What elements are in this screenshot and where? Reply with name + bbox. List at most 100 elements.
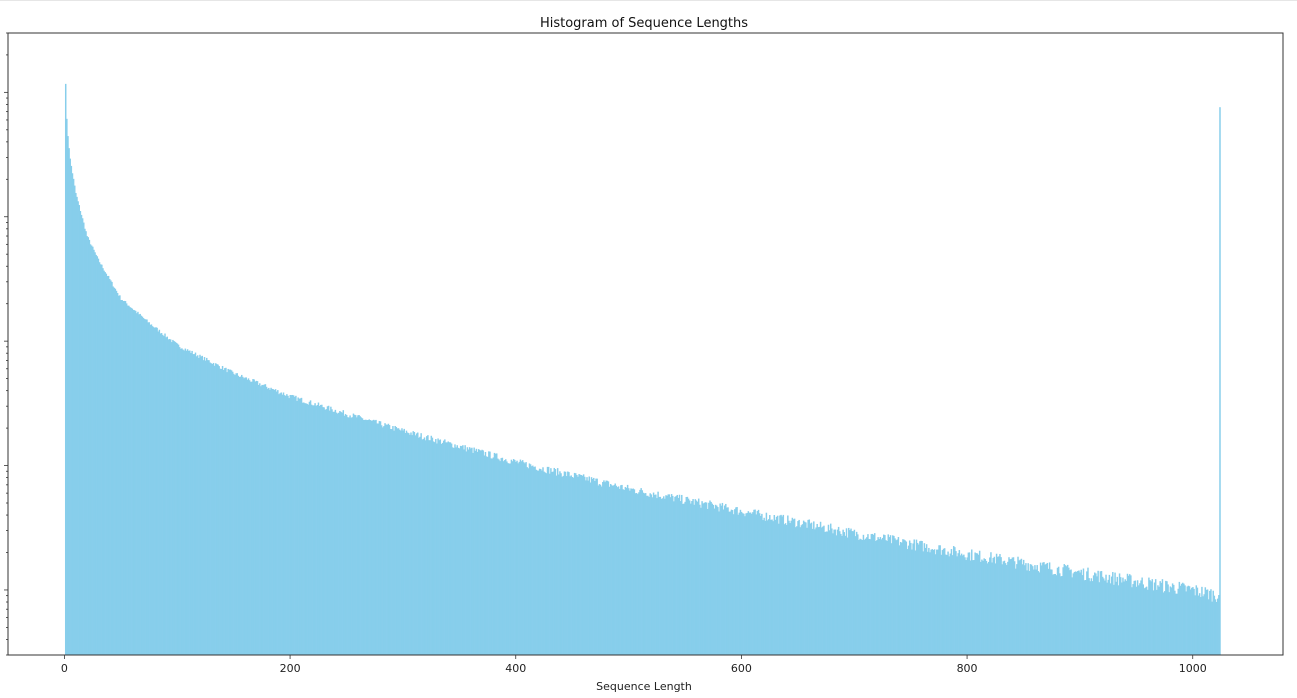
histogram-bar bbox=[870, 534, 873, 655]
histogram-bar bbox=[814, 529, 816, 655]
histogram-bar bbox=[1165, 580, 1167, 655]
histogram-bar bbox=[110, 280, 112, 655]
histogram-bar bbox=[1122, 577, 1124, 655]
histogram-bar bbox=[805, 522, 807, 655]
histogram-bar bbox=[217, 364, 219, 655]
histogram-bar bbox=[582, 474, 585, 655]
histogram-bar bbox=[745, 513, 747, 655]
histogram-bar bbox=[559, 471, 561, 655]
histogram-bar bbox=[356, 417, 358, 655]
histogram-bar bbox=[1028, 570, 1031, 655]
histogram-bar bbox=[472, 452, 474, 655]
histogram-bar bbox=[85, 231, 87, 655]
histogram-bar bbox=[718, 511, 720, 655]
histogram-bar bbox=[807, 519, 809, 655]
histogram-bar bbox=[371, 420, 374, 655]
histogram-bar bbox=[660, 498, 663, 655]
histogram-bar bbox=[704, 502, 707, 655]
histogram-bar bbox=[943, 548, 946, 655]
histogram-bar bbox=[67, 136, 69, 655]
histogram-bar bbox=[488, 451, 490, 655]
histogram-bar bbox=[507, 463, 509, 655]
histogram-bar bbox=[1180, 583, 1183, 655]
histogram-bar bbox=[1212, 590, 1214, 655]
histogram-bar bbox=[597, 485, 600, 655]
histogram-bar bbox=[684, 501, 686, 655]
histogram-bar bbox=[948, 556, 950, 655]
histogram-bar bbox=[424, 440, 427, 655]
histogram-bar bbox=[1048, 562, 1051, 655]
histogram-bar bbox=[230, 370, 233, 655]
histogram-bar bbox=[493, 452, 496, 655]
histogram-bar bbox=[602, 481, 604, 655]
histogram-bar bbox=[227, 368, 229, 655]
histogram-bar bbox=[118, 295, 120, 655]
histogram-bar bbox=[571, 477, 574, 655]
histogram-bar bbox=[1087, 567, 1089, 655]
top-divider bbox=[0, 0, 1297, 1]
histogram-bar bbox=[362, 419, 365, 655]
histogram-bar bbox=[241, 374, 243, 655]
histogram-bar bbox=[297, 397, 299, 655]
histogram-bar bbox=[848, 527, 850, 655]
histogram-bar bbox=[939, 545, 941, 655]
histogram-bar bbox=[535, 469, 537, 655]
histogram-bar bbox=[713, 508, 716, 655]
histogram-bar bbox=[263, 384, 266, 655]
histogram-bar bbox=[275, 391, 278, 655]
histogram-bar bbox=[76, 196, 78, 655]
histogram-bar bbox=[105, 273, 108, 655]
histogram-bar bbox=[206, 357, 208, 655]
histogram-bar bbox=[200, 356, 202, 655]
histogram-bar bbox=[343, 415, 346, 655]
histogram-bar bbox=[958, 550, 961, 655]
histogram-bar bbox=[545, 473, 548, 655]
histogram-bar bbox=[172, 339, 174, 655]
histogram-bar bbox=[273, 389, 276, 655]
histogram-bar bbox=[519, 459, 522, 655]
histogram-bar bbox=[463, 449, 465, 655]
histogram-bar bbox=[183, 350, 185, 655]
histogram-bar bbox=[398, 429, 401, 655]
histogram-bar bbox=[1154, 579, 1157, 655]
histogram-bar bbox=[404, 432, 407, 655]
histogram-bar bbox=[1034, 565, 1036, 655]
histogram-bar bbox=[985, 560, 988, 655]
histogram-bar bbox=[359, 416, 361, 655]
histogram-bar bbox=[616, 487, 619, 655]
histogram-bar bbox=[155, 327, 157, 655]
histogram-bar bbox=[150, 324, 153, 655]
histogram-bar bbox=[367, 419, 369, 655]
histogram-bar bbox=[612, 486, 614, 655]
histogram-bar bbox=[312, 405, 314, 655]
histogram-bar bbox=[1006, 565, 1008, 655]
histogram-bar bbox=[166, 336, 169, 655]
histogram-bar bbox=[335, 412, 338, 655]
histogram-bar bbox=[521, 460, 524, 655]
histogram-bar bbox=[911, 549, 913, 655]
histogram-bar bbox=[1176, 593, 1178, 655]
histogram-bar bbox=[510, 459, 513, 655]
histogram-bar bbox=[158, 329, 161, 655]
histogram-bar bbox=[307, 404, 310, 655]
histogram-bar bbox=[446, 442, 448, 655]
histogram-bar bbox=[1132, 584, 1134, 655]
histogram-bar bbox=[690, 503, 692, 655]
x-tick-label: 200 bbox=[280, 662, 301, 675]
histogram-bar bbox=[190, 352, 192, 655]
histogram-bar bbox=[941, 550, 944, 655]
histogram-bar bbox=[648, 496, 650, 655]
histogram-bar bbox=[959, 555, 962, 655]
histogram-bar bbox=[617, 486, 620, 655]
histogram-bar bbox=[740, 511, 743, 655]
histogram-bar bbox=[325, 409, 328, 655]
histogram-bar bbox=[515, 461, 517, 655]
histogram-bar bbox=[903, 539, 905, 655]
histogram-bar bbox=[626, 484, 629, 655]
histogram-bar bbox=[1007, 561, 1009, 655]
histogram-bar bbox=[996, 556, 999, 655]
histogram-bar bbox=[119, 295, 121, 655]
histogram-bar bbox=[772, 521, 774, 655]
histogram-bar bbox=[253, 379, 255, 655]
histogram-bar bbox=[1051, 569, 1053, 655]
